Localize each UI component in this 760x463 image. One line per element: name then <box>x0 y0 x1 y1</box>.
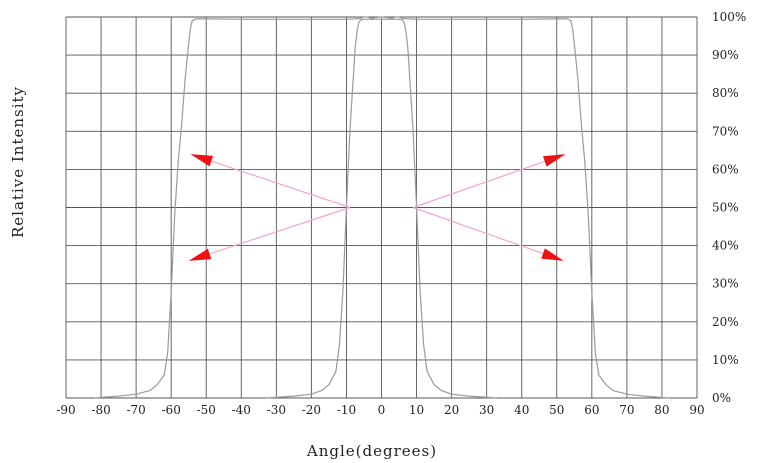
intensity-curve-2 <box>265 18 498 399</box>
x-tick-label: 90 <box>689 403 704 417</box>
y-tick-label: 0% <box>712 391 731 405</box>
x-tick-label: 30 <box>479 403 494 417</box>
y-tick-label: 100% <box>712 10 746 24</box>
x-tick-label: -90 <box>56 403 75 417</box>
y-tick-label: 40% <box>712 239 739 253</box>
x-tick-label: 40 <box>514 403 529 417</box>
x-tick-label: 0 <box>378 403 386 417</box>
annotation-arrow-line <box>412 160 545 209</box>
y-tick-label: 20% <box>712 315 739 329</box>
annotation-arrow-line <box>211 160 351 209</box>
x-tick-label: -50 <box>197 403 216 417</box>
x-tick-label: -40 <box>232 403 251 417</box>
y-tick-label: 10% <box>712 353 739 367</box>
x-tick-label: -20 <box>302 403 321 417</box>
x-tick-label: 80 <box>654 403 669 417</box>
x-tick-labels: -90 -80 -70 -60 -50 -40 -30 -20 -10 0 10 20 30 40 50 60… <box>56 403 704 417</box>
annotation-arrows <box>188 154 566 261</box>
y-tick-label: 90% <box>712 48 739 62</box>
y-tick-label: 60% <box>712 162 739 176</box>
x-tick-label: 60 <box>584 403 599 417</box>
intensity-curves <box>93 16 670 399</box>
annotation-arrowhead <box>541 248 564 261</box>
x-tick-label: -60 <box>162 403 181 417</box>
grid-lines <box>65 16 698 399</box>
annotation-arrowhead <box>542 154 566 167</box>
x-tick-label: -30 <box>267 403 286 417</box>
annotation-arrow-line <box>209 206 351 255</box>
x-axis-title: Angle(degrees) <box>306 442 437 460</box>
x-tick-label: 70 <box>619 403 634 417</box>
annotation-arrow-line <box>412 206 544 255</box>
y-axis-title: Relative Intensity <box>9 86 27 238</box>
annotation-arrowhead <box>190 154 214 167</box>
y-tick-labels: 0% 10% 20% 30% 40% 50% 60% 70% 80% 90% 100% <box>712 10 746 405</box>
x-tick-label: -10 <box>337 403 356 417</box>
annotation-arrowhead <box>188 248 212 261</box>
intensity-curve-1 <box>93 16 670 399</box>
y-tick-label: 80% <box>712 86 739 100</box>
x-tick-label: -70 <box>126 403 145 417</box>
x-tick-label: 20 <box>444 403 459 417</box>
y-tick-label: 30% <box>712 277 739 291</box>
x-tick-label: -80 <box>91 403 110 417</box>
x-tick-label: 50 <box>549 403 564 417</box>
y-tick-label: 50% <box>712 201 739 215</box>
x-tick-label: 10 <box>409 403 424 417</box>
y-tick-label: 70% <box>712 124 739 138</box>
